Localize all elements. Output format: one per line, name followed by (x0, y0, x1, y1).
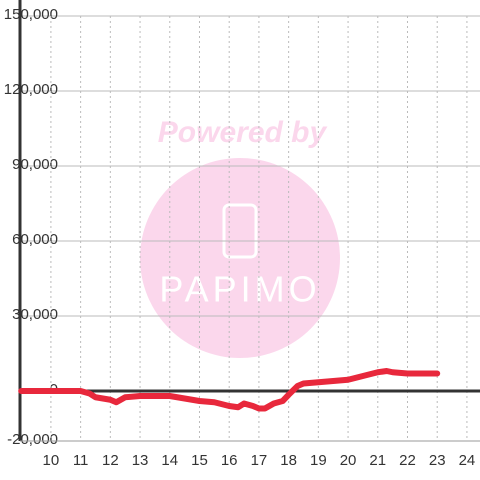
x-tick-label: 11 (73, 452, 89, 469)
y-tick-label: 120,000 (4, 81, 58, 98)
y-tick-label: 150,000 (4, 6, 58, 23)
x-tick-label: 18 (280, 452, 297, 469)
y-tick-label: 30,000 (12, 306, 58, 323)
x-tick-label: 23 (429, 452, 446, 469)
x-tick-label: 20 (340, 452, 357, 469)
x-tick-label: 16 (221, 452, 238, 469)
x-tick-label: 10 (43, 452, 60, 469)
x-tick-label: 21 (369, 452, 386, 469)
x-tick-label: 12 (102, 452, 119, 469)
x-tick-label: 17 (251, 452, 268, 469)
x-tick-label: 14 (161, 452, 178, 469)
x-tick-label: 22 (399, 452, 416, 469)
watermark-text: Powered by (158, 116, 328, 149)
y-tick-label: -20,000 (7, 431, 58, 448)
x-tick-label: 15 (191, 452, 208, 469)
watermark-logo: PAPIMO (159, 269, 320, 310)
y-tick-label: 60,000 (12, 231, 58, 248)
watermark: Powered by PAPIMO (140, 116, 340, 358)
watermark-phone (222, 203, 258, 259)
x-tick-label: 13 (132, 452, 149, 469)
data-line (18, 368, 441, 412)
x-tick-label: 24 (459, 452, 476, 469)
y-tick-label: 90,000 (12, 156, 58, 173)
x-tick-label: 19 (310, 452, 327, 469)
